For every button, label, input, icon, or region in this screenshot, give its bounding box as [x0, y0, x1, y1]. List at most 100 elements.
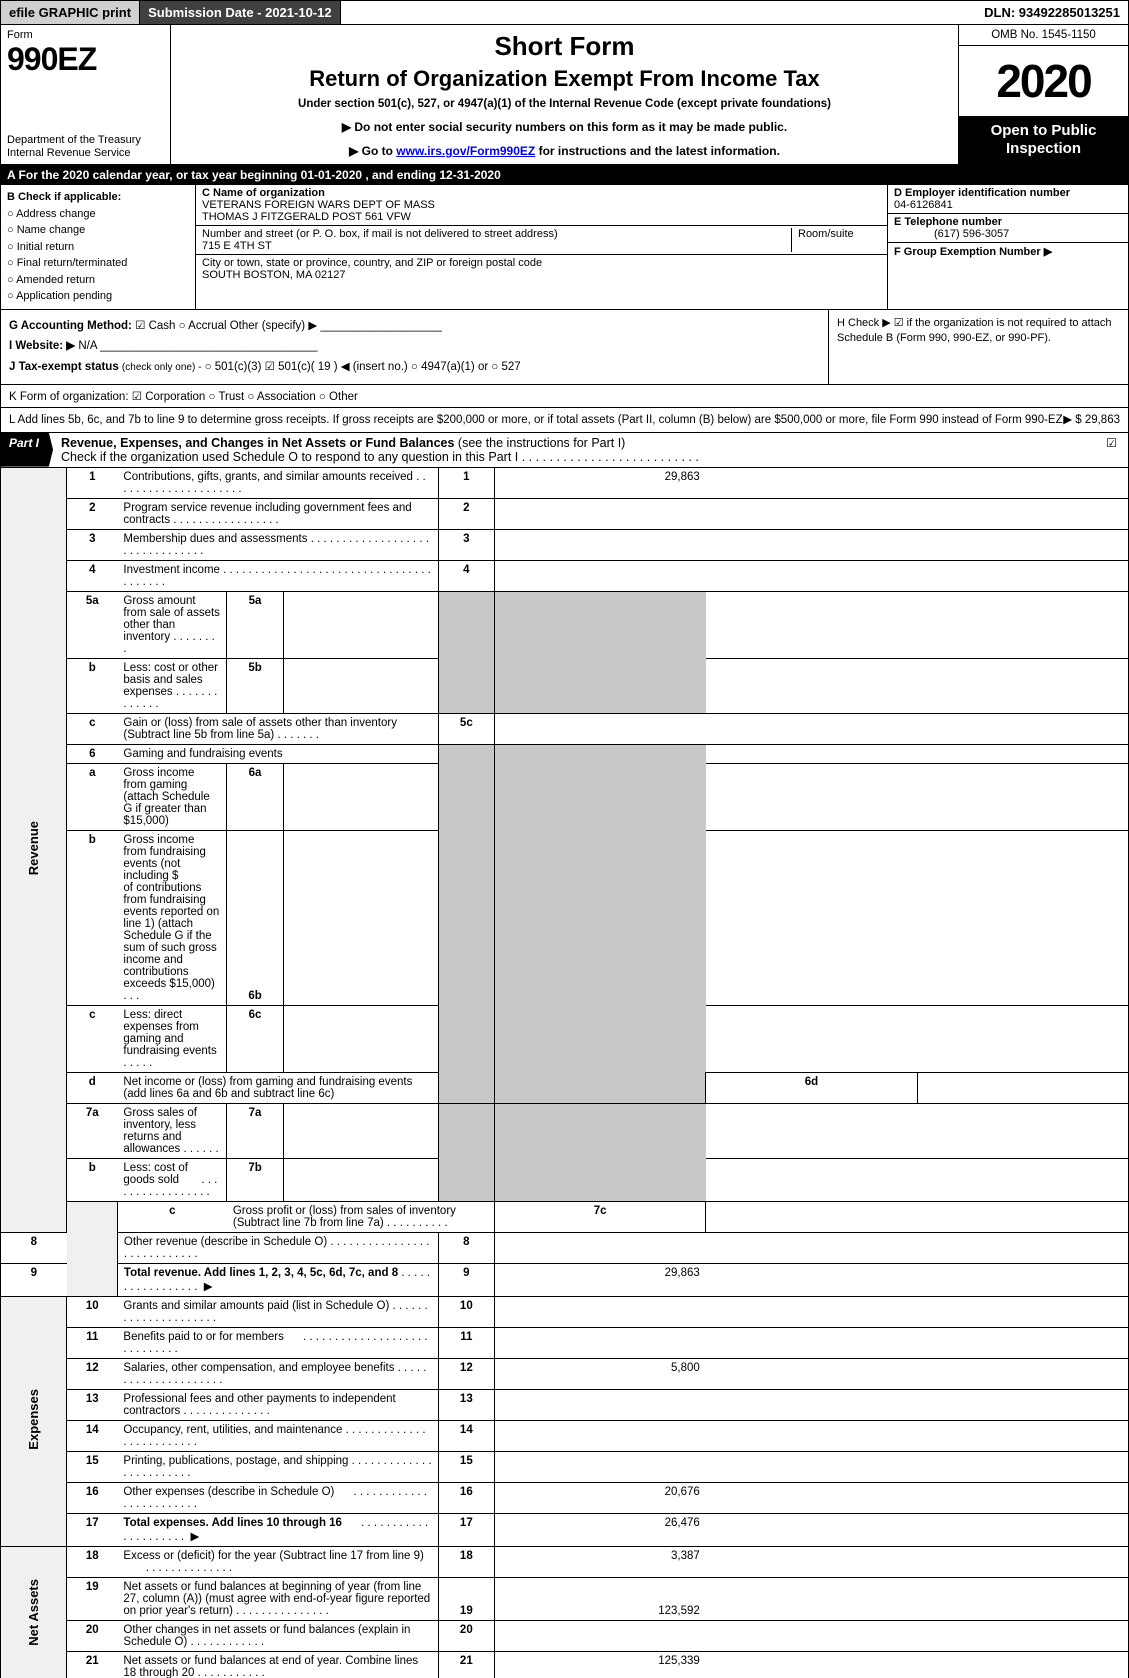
row-j: J Tax-exempt status (check only one) - ○… — [9, 357, 820, 378]
box-no: 21 — [438, 1651, 494, 1678]
row-h: H Check ▶ ☑ if the organization is not r… — [828, 310, 1128, 384]
shaded-val — [495, 1103, 706, 1201]
table-row: 16 Other expenses (describe in Schedule … — [1, 1482, 1129, 1513]
line-desc: Gain or (loss) from sale of assets other… — [117, 713, 438, 744]
box-val — [706, 1201, 917, 1232]
sub-box: 7b — [227, 1158, 283, 1201]
row-l-amount: ▶ $ 29,863 — [1063, 412, 1120, 428]
box-no: 7c — [495, 1201, 706, 1232]
dln-label: DLN: 93492285013251 — [976, 1, 1128, 24]
line-no: c — [67, 1005, 118, 1072]
line-no: 4 — [67, 560, 118, 591]
submission-date-button[interactable]: Submission Date - 2021-10-12 — [140, 1, 341, 24]
line-desc: Membership dues and assessments . . . . … — [117, 529, 438, 560]
omb-number: OMB No. 1545-1150 — [959, 25, 1128, 46]
line-no: 9 — [1, 1263, 67, 1296]
shaded-val — [495, 591, 706, 713]
box-val — [495, 498, 706, 529]
line-desc: Less: cost of goods sold . . . . . . . .… — [117, 1158, 226, 1201]
line-no: 20 — [67, 1620, 118, 1651]
box-no: 13 — [438, 1389, 494, 1420]
org-city-cell: City or town, state or province, country… — [196, 255, 887, 309]
sub-val — [283, 1158, 438, 1201]
row-l: L Add lines 5b, 6c, and 7b to line 9 to … — [0, 408, 1129, 433]
line-desc: Less: direct expenses from gaming and fu… — [117, 1005, 226, 1072]
line-desc: Other revenue (describe in Schedule O) .… — [117, 1232, 438, 1263]
box-val — [495, 560, 706, 591]
box-no: 8 — [438, 1232, 494, 1263]
table-row: 21 Net assets or fund balances at end of… — [1, 1651, 1129, 1678]
header-left-col: Form 990EZ Department of the Treasury In… — [1, 25, 171, 164]
row-k: K Form of organization: ☑ Corporation ○ … — [0, 385, 1129, 408]
line-desc: Professional fees and other payments to … — [117, 1389, 438, 1420]
part-1-table: Revenue 1 Contributions, gifts, grants, … — [0, 468, 1129, 1678]
box-val — [495, 1327, 706, 1358]
part-1-header: Part I Revenue, Expenses, and Changes in… — [0, 433, 1129, 468]
line-no: 3 — [67, 529, 118, 560]
col-b-checkboxes: B Check if applicable: Address change Na… — [1, 185, 196, 309]
sub-box: 6a — [227, 763, 283, 830]
expenses-side-label: Expenses — [1, 1296, 67, 1546]
line-desc: Contributions, gifts, grants, and simila… — [117, 468, 438, 499]
sub-box: 6b — [227, 830, 283, 1005]
part-1-title: Revenue, Expenses, and Changes in Net As… — [53, 433, 1098, 467]
table-row: c Gain or (loss) from sale of assets oth… — [1, 713, 1129, 744]
g-other[interactable]: Other (specify) ▶ — [230, 320, 317, 332]
group-exemption-cell: F Group Exemption Number ▶ — [888, 243, 1128, 309]
box-val: 20,676 — [495, 1482, 706, 1513]
shaded-box — [438, 1103, 494, 1201]
col-d-e-f: D Employer identification number 04-6126… — [888, 185, 1128, 309]
box-val: 5,800 — [495, 1358, 706, 1389]
tel-label: E Telephone number — [894, 216, 1002, 228]
line-desc: Total revenue. Add lines 1, 2, 3, 4, 5c,… — [117, 1263, 438, 1296]
g-accrual-checkbox[interactable]: Accrual — [179, 320, 227, 332]
line-no: 19 — [67, 1577, 118, 1620]
ghij-left: G Accounting Method: Cash Accrual Other … — [1, 310, 828, 384]
line-desc: Gross income from fundraising events (no… — [117, 830, 226, 1005]
efile-print-button[interactable]: efile GRAPHIC print — [1, 1, 140, 24]
shaded-val — [495, 744, 706, 1103]
topbar-spacer — [341, 1, 977, 24]
line-desc: Total expenses. Add lines 10 through 16 … — [117, 1513, 438, 1546]
j-label: J Tax-exempt status — [9, 361, 119, 373]
tel-cell: E Telephone number (617) 596-3057 — [888, 214, 1128, 243]
line-no: b — [67, 658, 118, 713]
checkbox-final-return[interactable]: Final return/terminated — [7, 255, 189, 272]
line-desc: Net assets or fund balances at end of ye… — [117, 1651, 438, 1678]
box-no: 17 — [438, 1513, 494, 1546]
line-desc: Gross sales of inventory, less returns a… — [117, 1103, 226, 1158]
table-row: 11 Benefits paid to or for members . . .… — [1, 1327, 1129, 1358]
sub-val — [283, 591, 438, 658]
box-val: 125,339 — [495, 1651, 706, 1678]
revenue-side-label: Revenue — [1, 468, 67, 1233]
checkbox-initial-return[interactable]: Initial return — [7, 239, 189, 256]
sub-val — [283, 1103, 438, 1158]
box-no: 5c — [438, 713, 494, 744]
irs-link[interactable]: www.irs.gov/Form990EZ — [396, 144, 535, 158]
checkbox-application-pending[interactable]: Application pending — [7, 288, 189, 305]
part-1-checkbox[interactable] — [1098, 433, 1128, 467]
header-center-col: Short Form Return of Organization Exempt… — [171, 25, 958, 164]
sub-val — [283, 1005, 438, 1072]
line-desc: Gross income from gaming (attach Schedul… — [117, 763, 226, 830]
g-cash-checkbox[interactable]: Cash — [135, 320, 175, 332]
checkbox-amended-return[interactable]: Amended return — [7, 272, 189, 289]
checkbox-name-change[interactable]: Name change — [7, 222, 189, 239]
department-label: Department of the Treasury Internal Reve… — [7, 134, 164, 160]
box-val — [495, 1420, 706, 1451]
box-val — [495, 1451, 706, 1482]
addr-value: 715 E 4TH ST — [202, 240, 272, 252]
box-val — [495, 529, 706, 560]
org-name-cell: C Name of organization VETERANS FOREIGN … — [196, 185, 887, 226]
line-no: b — [67, 1158, 118, 1201]
line-no: 15 — [67, 1451, 118, 1482]
line-desc: Net income or (loss) from gaming and fun… — [117, 1072, 438, 1103]
box-val: 3,387 — [495, 1546, 706, 1577]
room-label: Room/suite — [798, 228, 854, 240]
j-options[interactable]: ○ 501(c)(3) ☑ 501(c)( 19 ) ◀ (insert no.… — [205, 361, 521, 373]
line-desc: Grants and similar amounts paid (list in… — [117, 1296, 438, 1327]
table-row: 5a Gross amount from sale of assets othe… — [1, 591, 1129, 658]
checkbox-address-change[interactable]: Address change — [7, 206, 189, 223]
box-val — [917, 1072, 1128, 1103]
table-row: 2 Program service revenue including gove… — [1, 498, 1129, 529]
